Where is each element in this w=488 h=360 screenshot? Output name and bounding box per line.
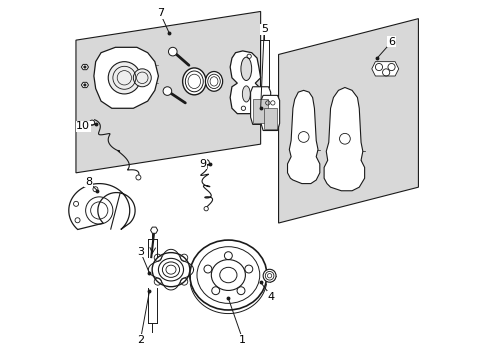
Polygon shape — [324, 87, 364, 191]
Polygon shape — [81, 82, 88, 87]
Circle shape — [263, 269, 276, 282]
Ellipse shape — [189, 240, 266, 310]
Ellipse shape — [242, 86, 250, 102]
Circle shape — [203, 207, 208, 211]
Text: 10: 10 — [76, 121, 90, 131]
Circle shape — [89, 120, 94, 125]
Text: 3: 3 — [137, 247, 143, 257]
Circle shape — [108, 62, 140, 94]
Ellipse shape — [205, 72, 222, 91]
Circle shape — [203, 159, 209, 166]
Polygon shape — [264, 108, 276, 129]
Polygon shape — [69, 184, 135, 230]
Polygon shape — [81, 64, 88, 70]
Circle shape — [83, 66, 86, 68]
Polygon shape — [230, 51, 260, 114]
Text: 7: 7 — [156, 8, 163, 18]
Ellipse shape — [211, 260, 245, 291]
Text: 4: 4 — [267, 292, 274, 302]
Circle shape — [136, 175, 141, 180]
Text: 5: 5 — [260, 24, 267, 35]
Polygon shape — [250, 87, 270, 125]
Circle shape — [83, 84, 86, 86]
Circle shape — [168, 47, 177, 56]
Polygon shape — [76, 12, 260, 173]
Polygon shape — [278, 19, 418, 223]
Polygon shape — [150, 227, 158, 233]
Polygon shape — [253, 99, 267, 123]
Text: 9: 9 — [199, 159, 206, 169]
Circle shape — [133, 69, 151, 87]
Ellipse shape — [152, 253, 189, 287]
Ellipse shape — [182, 68, 205, 95]
Polygon shape — [287, 90, 319, 184]
Text: 1: 1 — [239, 334, 245, 345]
Polygon shape — [261, 95, 279, 131]
Circle shape — [163, 87, 171, 95]
Text: 6: 6 — [387, 37, 394, 47]
Ellipse shape — [241, 57, 251, 81]
Text: 2: 2 — [137, 334, 144, 345]
Polygon shape — [94, 47, 158, 108]
Polygon shape — [371, 62, 398, 76]
Text: 8: 8 — [85, 177, 92, 187]
